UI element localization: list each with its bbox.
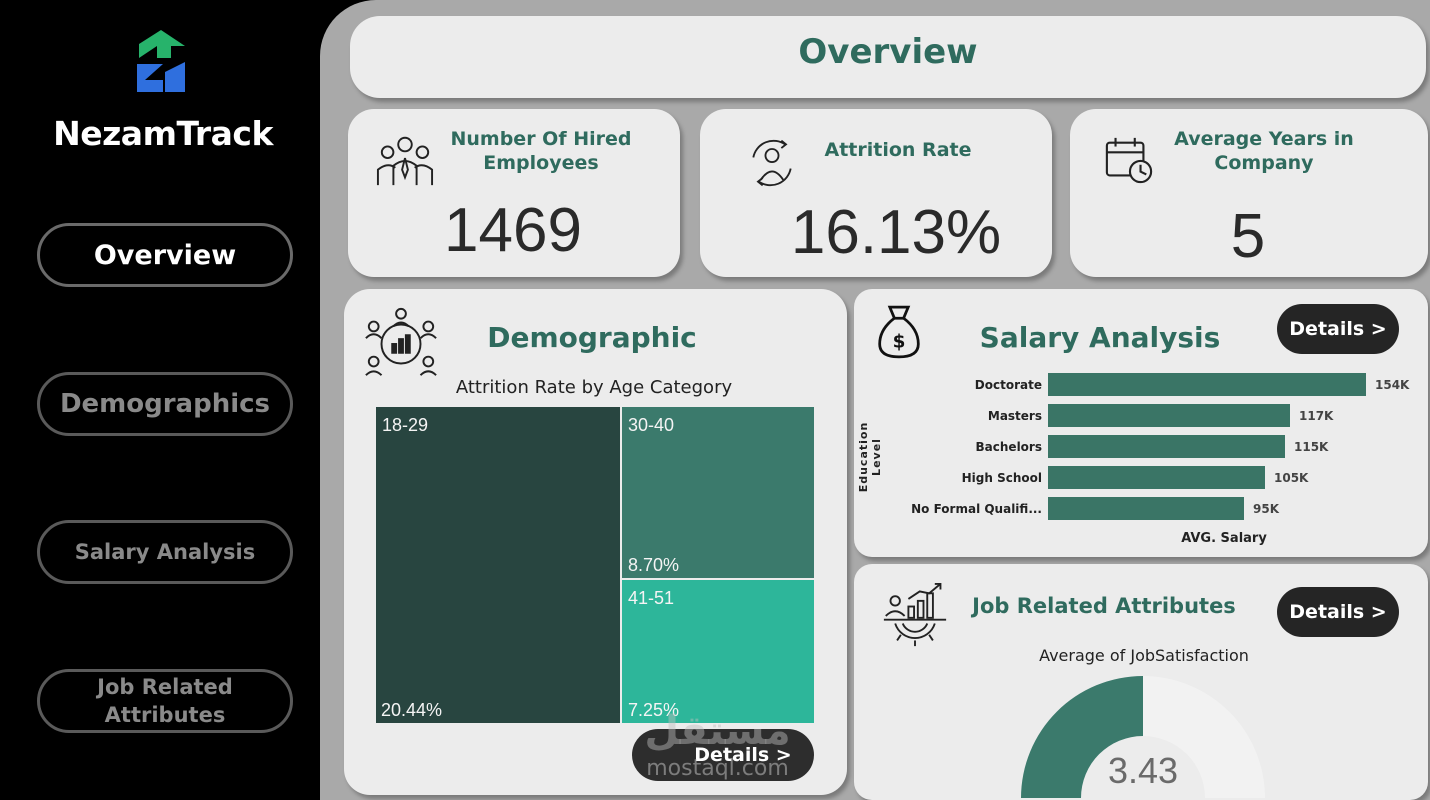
gauge-title: Average of JobSatisfaction [1039,646,1249,665]
kpi-years-value: 5 [1230,202,1266,271]
bar-category-label: Masters [987,409,1042,423]
nav-salary-analysis-label: Salary Analysis [74,540,256,564]
bar-category-label: Doctorate [974,378,1042,392]
salary-bar[interactable] [1048,404,1290,427]
job-details-label: Details > [1289,601,1387,623]
kpi-years-title-line1: Average Years in [1174,128,1354,150]
job-satisfaction-gauge [1021,676,1265,798]
kpi-hired-title: Number Of Hired Employees [448,127,634,175]
salary-details-label: Details > [1289,318,1387,340]
salary-analysis-card: $ Salary Analysis Details > Education Le… [854,289,1428,557]
bar-value-label: 117K [1299,409,1334,423]
nav-job-attributes-button[interactable]: Job Related Attributes [37,669,293,733]
nav-job-attributes-label: Job Related Attributes [97,673,233,729]
kpi-years-title: Average Years in Company [1162,127,1366,175]
nav-demographics-button[interactable]: Demographics [37,372,293,436]
job-attributes-card: Job Related Attributes Details > Average… [854,564,1428,800]
people-chart-icon [365,307,437,376]
salary-details-button[interactable]: Details > [1277,304,1399,354]
nav-salary-analysis-button[interactable]: Salary Analysis [37,520,293,584]
treemap-chart: 18-29 20.44% 30-40 8.70% 41-51 7.25% [376,407,814,723]
bar-category-label: No Formal Qualifi... [911,502,1042,516]
attrition-cycle-icon [752,139,792,187]
demographic-details-button[interactable]: Details > [632,729,814,781]
gauge-value: 3.43 [1107,750,1179,791]
kpi-attrition-value: 16.13% [790,198,1002,267]
salary-y-axis-label: Education Level [857,421,883,493]
kpi-years-card: Average Years in Company 5 [1070,109,1428,277]
bar-value-label: 115K [1294,440,1329,454]
salary-bar[interactable] [1048,497,1244,520]
bar-category-label: Bachelors [975,440,1042,454]
kpi-hired-title-line2: Employees [483,152,599,174]
analytics-gear-icon [883,582,947,647]
bar-value-label: 154K [1375,378,1410,392]
employees-group-icon [376,136,434,186]
treemap-value-label: 20.44% [381,700,443,720]
treemap-value-label: 8.70% [628,555,680,575]
kpi-attrition-title: Attrition Rate [824,139,972,161]
treemap-category-label: 41-51 [628,588,675,608]
salary-bar[interactable] [1048,435,1285,458]
nav-job-label-line2: Attributes [104,703,226,727]
treemap-cell-30-40[interactable]: 30-40 8.70% [622,407,814,578]
salary-bar-chart: Doctorate 154K Masters 117K Bachelors 115K Hig… [894,373,1414,525]
kpi-hired-title-line1: Number Of Hired [450,128,632,150]
svg-text:$: $ [893,332,906,353]
salary-analysis-title: Salary Analysis [979,321,1221,354]
nav-overview-button[interactable]: Overview [37,223,293,287]
nav-overview-label: Overview [93,239,237,271]
salary-bar[interactable] [1048,466,1265,489]
money-bag-icon: $ [878,305,920,359]
treemap-cell-41-51[interactable]: 41-51 7.25% [622,580,814,723]
nav-job-label-line1: Job Related [97,675,233,699]
treemap-value-label: 7.25% [628,700,680,720]
nezamtrack-logo-icon [137,30,185,92]
treemap-cell-18-29[interactable]: 18-29 20.44% [376,407,620,723]
salary-x-axis-label: AVG. Salary [1181,531,1267,546]
job-details-button[interactable]: Details > [1277,587,1399,637]
page-title: Overview [798,32,978,72]
demographic-details-label: Details > [694,744,792,766]
kpi-attrition-card: Attrition Rate 16.13% [700,109,1052,277]
kpi-hired-card: Number Of Hired Employees 1469 [348,109,680,277]
treemap-category-label: 18-29 [382,415,429,435]
brand-name: NezamTrack [53,114,273,153]
sidebar: NezamTrack Overview Demographics Salary … [0,0,322,800]
demographic-title: Demographic [487,321,697,354]
bar-value-label: 95K [1253,502,1279,516]
kpi-hired-value: 1469 [444,196,582,265]
job-attributes-title: Job Related Attributes [972,594,1236,618]
nav-demographics-label: Demographics [59,389,271,419]
gauge-fill [1021,676,1143,798]
main-panel: Overview Number Of Hired Employees 1469 [320,0,1430,800]
treemap-category-label: 30-40 [628,415,675,435]
treemap-chart-title: Attrition Rate by Age Category [455,377,733,398]
salary-bar[interactable] [1048,373,1366,396]
kpi-years-title-line2: Company [1214,152,1314,174]
calendar-clock-icon [1105,137,1153,184]
bar-category-label: High School [961,471,1042,485]
demographic-card: Demographic Attrition Rate by Age Catego… [344,289,847,795]
bar-value-label: 105K [1274,471,1309,485]
header-card: Overview [350,16,1426,98]
